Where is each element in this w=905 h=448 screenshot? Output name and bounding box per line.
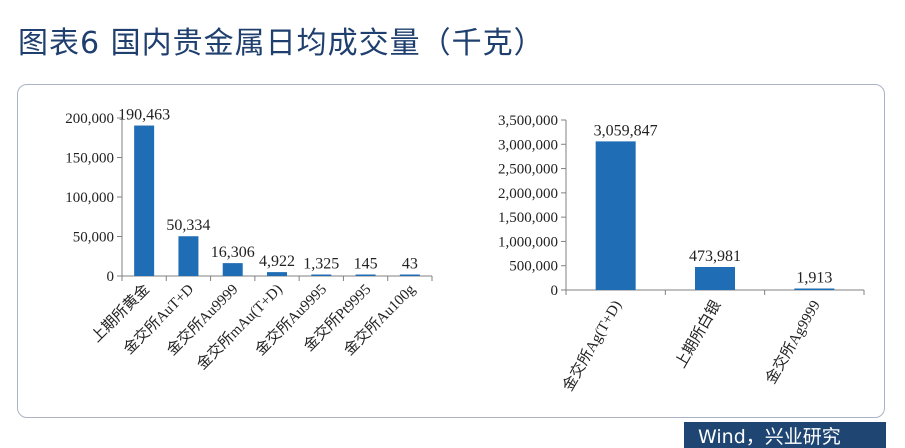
- page-title: 图表6 国内贵金属日均成交量（千克）: [18, 26, 545, 61]
- bar: [399, 274, 420, 276]
- data-label: 145: [354, 256, 378, 273]
- bar: [267, 272, 287, 276]
- y-tick-label: 150,000: [65, 151, 114, 167]
- y-tick-label: 50,000: [73, 230, 114, 246]
- bar: [222, 263, 243, 276]
- data-label: 43: [402, 256, 418, 273]
- data-label: 190,463: [118, 107, 170, 124]
- data-label: 473,981: [689, 248, 741, 265]
- category-label: 金交所Ag9999: [762, 297, 824, 387]
- data-label: 1,325: [303, 256, 339, 273]
- y-tick-label: 100,000: [65, 190, 114, 206]
- data-label: 4,922: [259, 253, 295, 270]
- y-tick-label: 1,500,000: [498, 210, 558, 226]
- category-label: 上期所白银: [672, 298, 724, 371]
- bar: [595, 141, 636, 290]
- data-label: 3,059,847: [594, 122, 658, 139]
- chart-panel: [17, 84, 885, 418]
- y-tick-label: 1,000,000: [498, 234, 558, 250]
- data-label: 1,913: [796, 270, 832, 287]
- bar: [355, 274, 376, 276]
- bar: [794, 288, 835, 290]
- y-tick-label: 3,000,000: [498, 137, 558, 153]
- bar: [695, 266, 735, 290]
- y-tick-label: 0: [107, 269, 115, 285]
- bar: [311, 274, 332, 276]
- y-tick-label: 3,500,000: [498, 113, 558, 129]
- bar: [178, 236, 199, 276]
- bar: [134, 125, 155, 276]
- data-label: 50,334: [166, 217, 210, 234]
- data-label: 16,306: [211, 244, 255, 261]
- y-tick-label: 0: [551, 283, 559, 299]
- y-tick-label: 200,000: [65, 111, 114, 127]
- source-badge: Wind，兴业研究: [684, 422, 886, 448]
- y-tick-label: 2,000,000: [498, 186, 558, 202]
- y-tick-label: 2,500,000: [498, 162, 558, 178]
- category-label: 金交所Ag(T+D): [559, 297, 625, 394]
- y-tick-label: 500,000: [509, 259, 558, 275]
